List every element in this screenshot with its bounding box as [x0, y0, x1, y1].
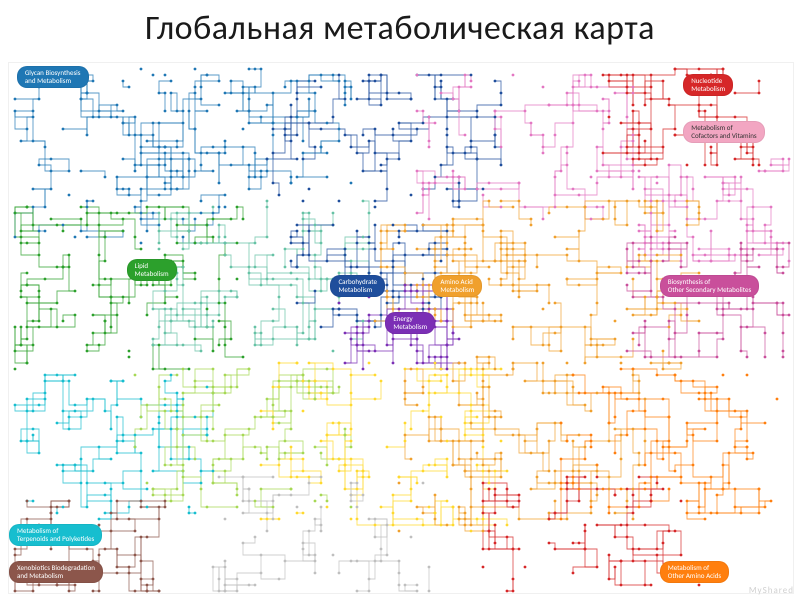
category-badge-glycan: Glycan Biosynthesisand Metabolism: [17, 66, 89, 88]
category-badge-secondary: Biosynthesis ofOther Secondary Metabolit…: [660, 275, 760, 297]
category-badge-xenobiotic: Xenobiotics Biodegradationand Metabolism: [9, 561, 103, 583]
category-badge-amino: Amino AcidMetabolism: [432, 275, 482, 297]
watermark-text: MyShared: [749, 585, 794, 596]
slide-title: Глобальная метаболическая карта: [0, 8, 800, 49]
metabolic-map: Glycan Biosynthesisand Metabolism Nucleot…: [8, 62, 794, 594]
category-badge-lipid: LipidMetabolism: [127, 259, 177, 281]
category-badge-terpenoid: Metabolism ofTerpenoids and Polyketides: [9, 524, 102, 546]
slide: Глобальная метаболическая карта Glycan B…: [0, 0, 800, 600]
category-badge-carb: CarbohydrateMetabolism: [330, 275, 385, 297]
category-badge-otheramino: Metabolism ofOther Amino Acids: [660, 561, 729, 583]
category-badge-nucleotide: NucleotideMetabolism: [683, 74, 733, 96]
category-badge-cofactor: Metabolism ofCofactors and Vitamins: [683, 121, 764, 143]
category-badge-energy: EnergyMetabolism: [385, 312, 435, 334]
